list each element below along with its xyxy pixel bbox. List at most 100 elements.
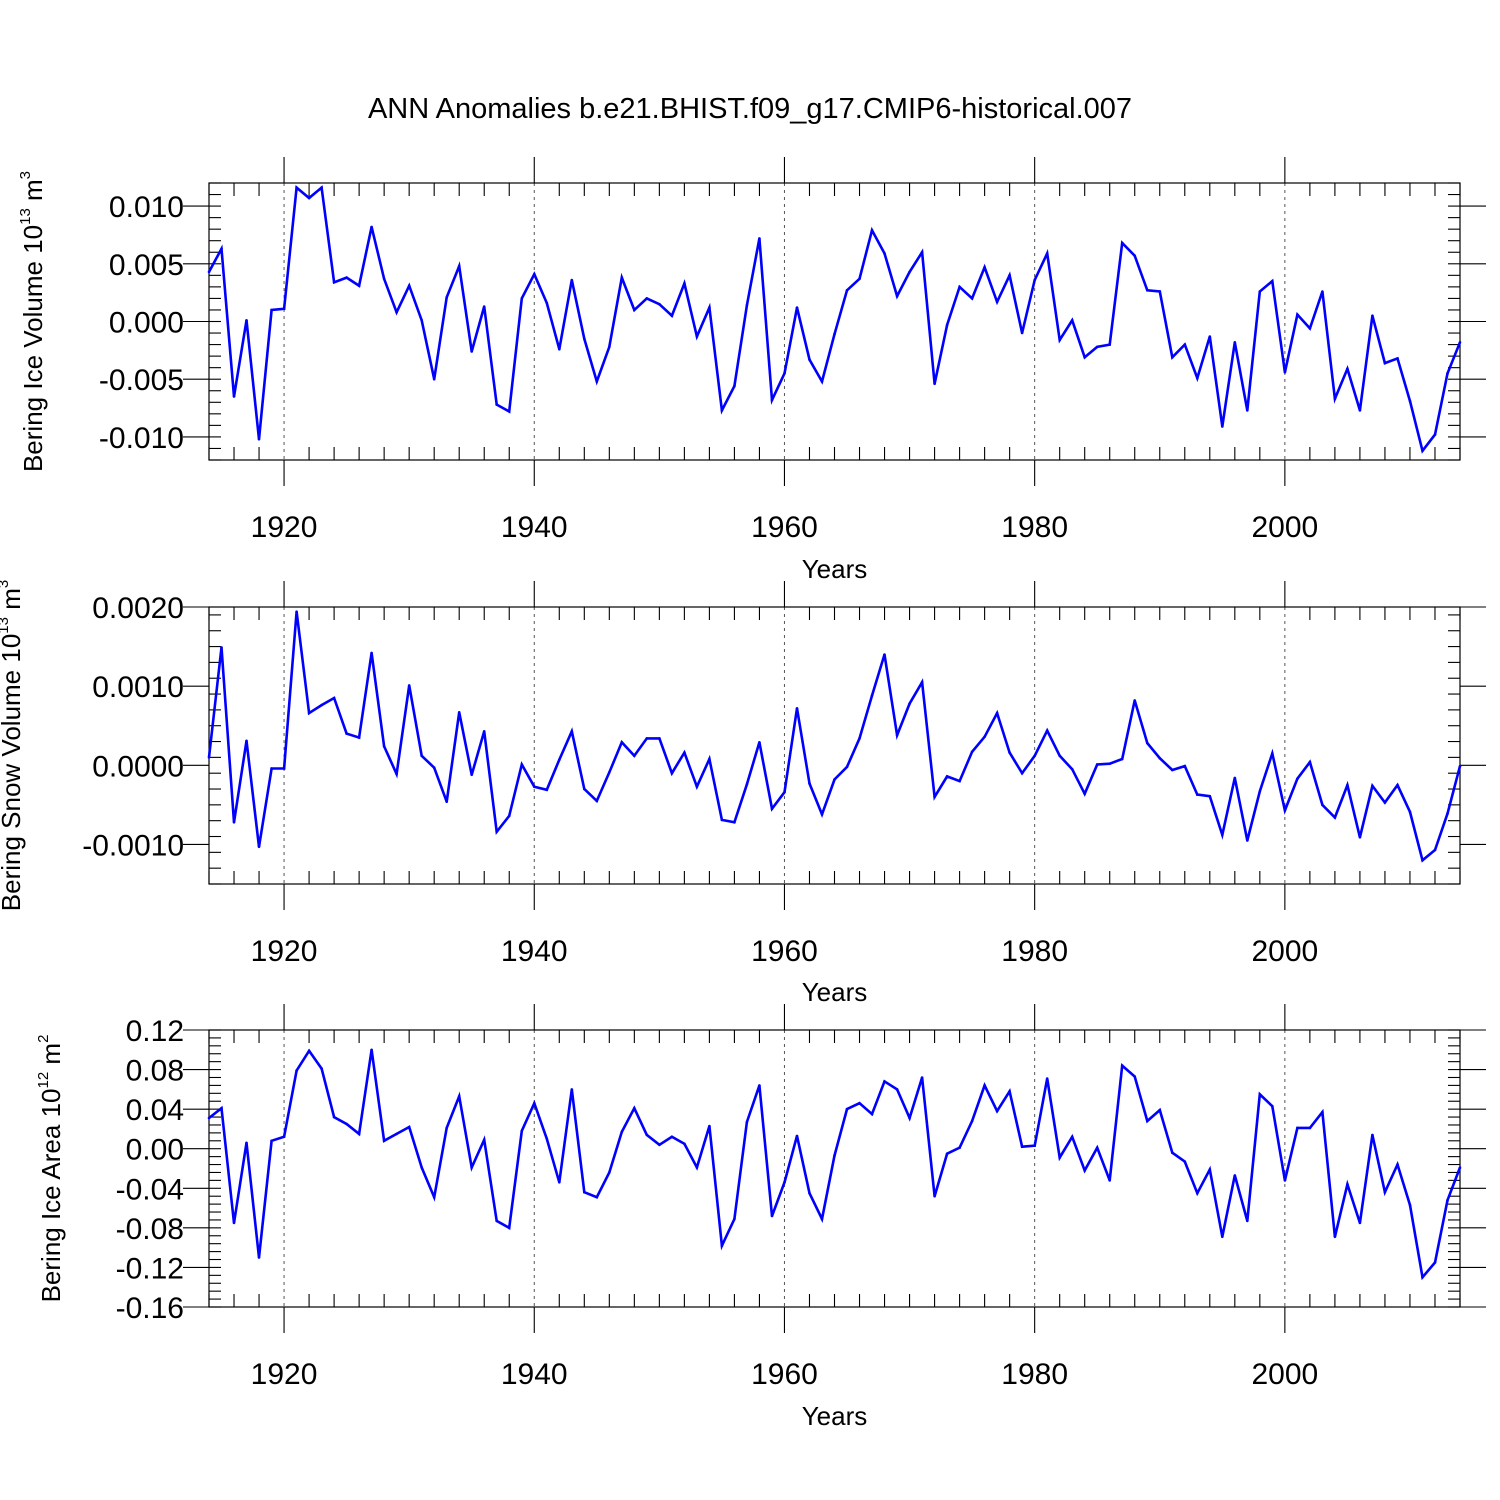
data-point-1956 xyxy=(733,821,736,824)
data-point-1980 xyxy=(1033,1144,1036,1147)
data-point-1938 xyxy=(507,410,511,413)
data-point-2014 xyxy=(1458,764,1462,768)
data-point-1981 xyxy=(1045,252,1049,255)
data-point-2013 xyxy=(1446,1198,1449,1202)
data-point-1916 xyxy=(232,395,236,398)
data-point-1991 xyxy=(1171,356,1174,359)
data-point-1914 xyxy=(207,756,211,759)
data-point-1972 xyxy=(933,382,936,386)
data-point-2003 xyxy=(1321,290,1324,293)
data-point-1996 xyxy=(1233,776,1237,780)
data-point-1968 xyxy=(883,252,886,255)
data-point-1970 xyxy=(908,702,911,705)
data-point-1978 xyxy=(1008,1090,1011,1093)
data-point-1959 xyxy=(770,398,774,402)
data-point-1960 xyxy=(783,1181,786,1184)
data-point-1969 xyxy=(895,1088,899,1091)
data-point-1938 xyxy=(507,814,511,818)
data-point-1997 xyxy=(1246,839,1249,842)
data-point-1962 xyxy=(808,358,811,361)
data-point-1979 xyxy=(1020,1145,1024,1148)
data-point-1955 xyxy=(720,1244,724,1247)
data-point-1990 xyxy=(1158,1108,1162,1112)
data-point-1962 xyxy=(808,782,811,785)
data-point-1988 xyxy=(1133,699,1136,702)
data-point-2013 xyxy=(1446,372,1449,375)
data-point-1929 xyxy=(395,311,398,314)
data-point-1928 xyxy=(382,277,386,281)
data-point-1959 xyxy=(770,1214,774,1218)
data-point-1971 xyxy=(920,680,924,684)
data-point-2012 xyxy=(1433,848,1437,852)
y-tick-label: 0.0020 xyxy=(92,592,184,625)
panels-container: 1920 1940 1960 1980 2000 -0.010 -0.005 0.000 0.0… xyxy=(0,157,1486,1431)
data-point-1996 xyxy=(1233,341,1237,344)
data-point-1937 xyxy=(495,830,499,834)
data-point-1981 xyxy=(1045,729,1049,732)
data-point-1994 xyxy=(1208,1168,1212,1171)
data-point-1931 xyxy=(420,1166,424,1169)
x-tick-label: 2000 xyxy=(1251,1358,1318,1391)
data-point-2001 xyxy=(1296,777,1299,780)
plot-frame xyxy=(208,606,1461,885)
x-tick-label: 1960 xyxy=(751,511,818,544)
data-point-2005 xyxy=(1346,367,1349,371)
data-point-1990 xyxy=(1158,756,1162,760)
data-point-1921 xyxy=(295,610,298,613)
data-point-2008 xyxy=(1383,1190,1387,1194)
y-tick-label: 0.08 xyxy=(126,1055,184,1088)
data-point-1999 xyxy=(1271,1104,1274,1108)
data-point-1933 xyxy=(445,1126,449,1130)
data-point-1930 xyxy=(407,284,411,288)
data-point-1984 xyxy=(1083,356,1086,359)
data-point-1920 xyxy=(282,767,286,770)
data-point-1977 xyxy=(995,1109,999,1113)
data-point-1970 xyxy=(908,270,911,274)
data-point-1944 xyxy=(583,1190,586,1194)
data-point-1934 xyxy=(457,711,461,714)
data-point-1937 xyxy=(495,1219,499,1223)
data-point-1992 xyxy=(1183,764,1187,768)
data-point-1963 xyxy=(820,1217,824,1221)
data-point-1940 xyxy=(533,272,536,276)
data-point-1942 xyxy=(558,347,561,351)
data-point-1986 xyxy=(1108,1179,1111,1182)
data-point-1961 xyxy=(795,1134,799,1138)
y-tick-label: 0.0000 xyxy=(92,750,184,783)
data-point-1926 xyxy=(357,1132,361,1136)
data-point-1922 xyxy=(307,711,311,715)
data-point-1921 xyxy=(295,186,298,189)
data-point-1945 xyxy=(595,799,599,803)
data-point-2006 xyxy=(1358,836,1362,839)
data-point-1979 xyxy=(1020,771,1024,775)
data-point-2008 xyxy=(1383,801,1387,804)
data-point-1989 xyxy=(1146,289,1149,292)
data-point-1974 xyxy=(958,779,961,783)
data-point-1997 xyxy=(1246,409,1249,412)
data-point-1930 xyxy=(407,684,411,687)
data-point-1942 xyxy=(558,1181,561,1184)
data-point-1946 xyxy=(608,1171,611,1174)
data-point-1955 xyxy=(720,409,724,412)
data-point-1934 xyxy=(457,1095,461,1098)
data-point-1998 xyxy=(1258,290,1262,293)
data-point-2001 xyxy=(1296,1126,1299,1130)
data-point-1939 xyxy=(520,763,524,766)
y-tick-label: -0.04 xyxy=(116,1173,184,1206)
data-point-1937 xyxy=(495,403,499,406)
data-point-1923 xyxy=(320,703,323,707)
data-point-1989 xyxy=(1146,1119,1149,1123)
data-point-1953 xyxy=(695,335,699,338)
data-point-1949 xyxy=(645,1133,649,1137)
x-tick-label: 1940 xyxy=(501,511,568,544)
data-point-2005 xyxy=(1346,783,1349,787)
data-point-1916 xyxy=(232,821,236,824)
data-point-2009 xyxy=(1396,1163,1399,1166)
data-point-2008 xyxy=(1383,361,1387,365)
data-point-1951 xyxy=(670,771,674,775)
y-tick-label: 0.005 xyxy=(109,249,184,282)
data-point-1927 xyxy=(370,651,373,655)
data-point-1984 xyxy=(1083,1169,1086,1172)
x-tick-label: 1960 xyxy=(751,1358,818,1391)
data-point-2007 xyxy=(1371,1133,1374,1137)
